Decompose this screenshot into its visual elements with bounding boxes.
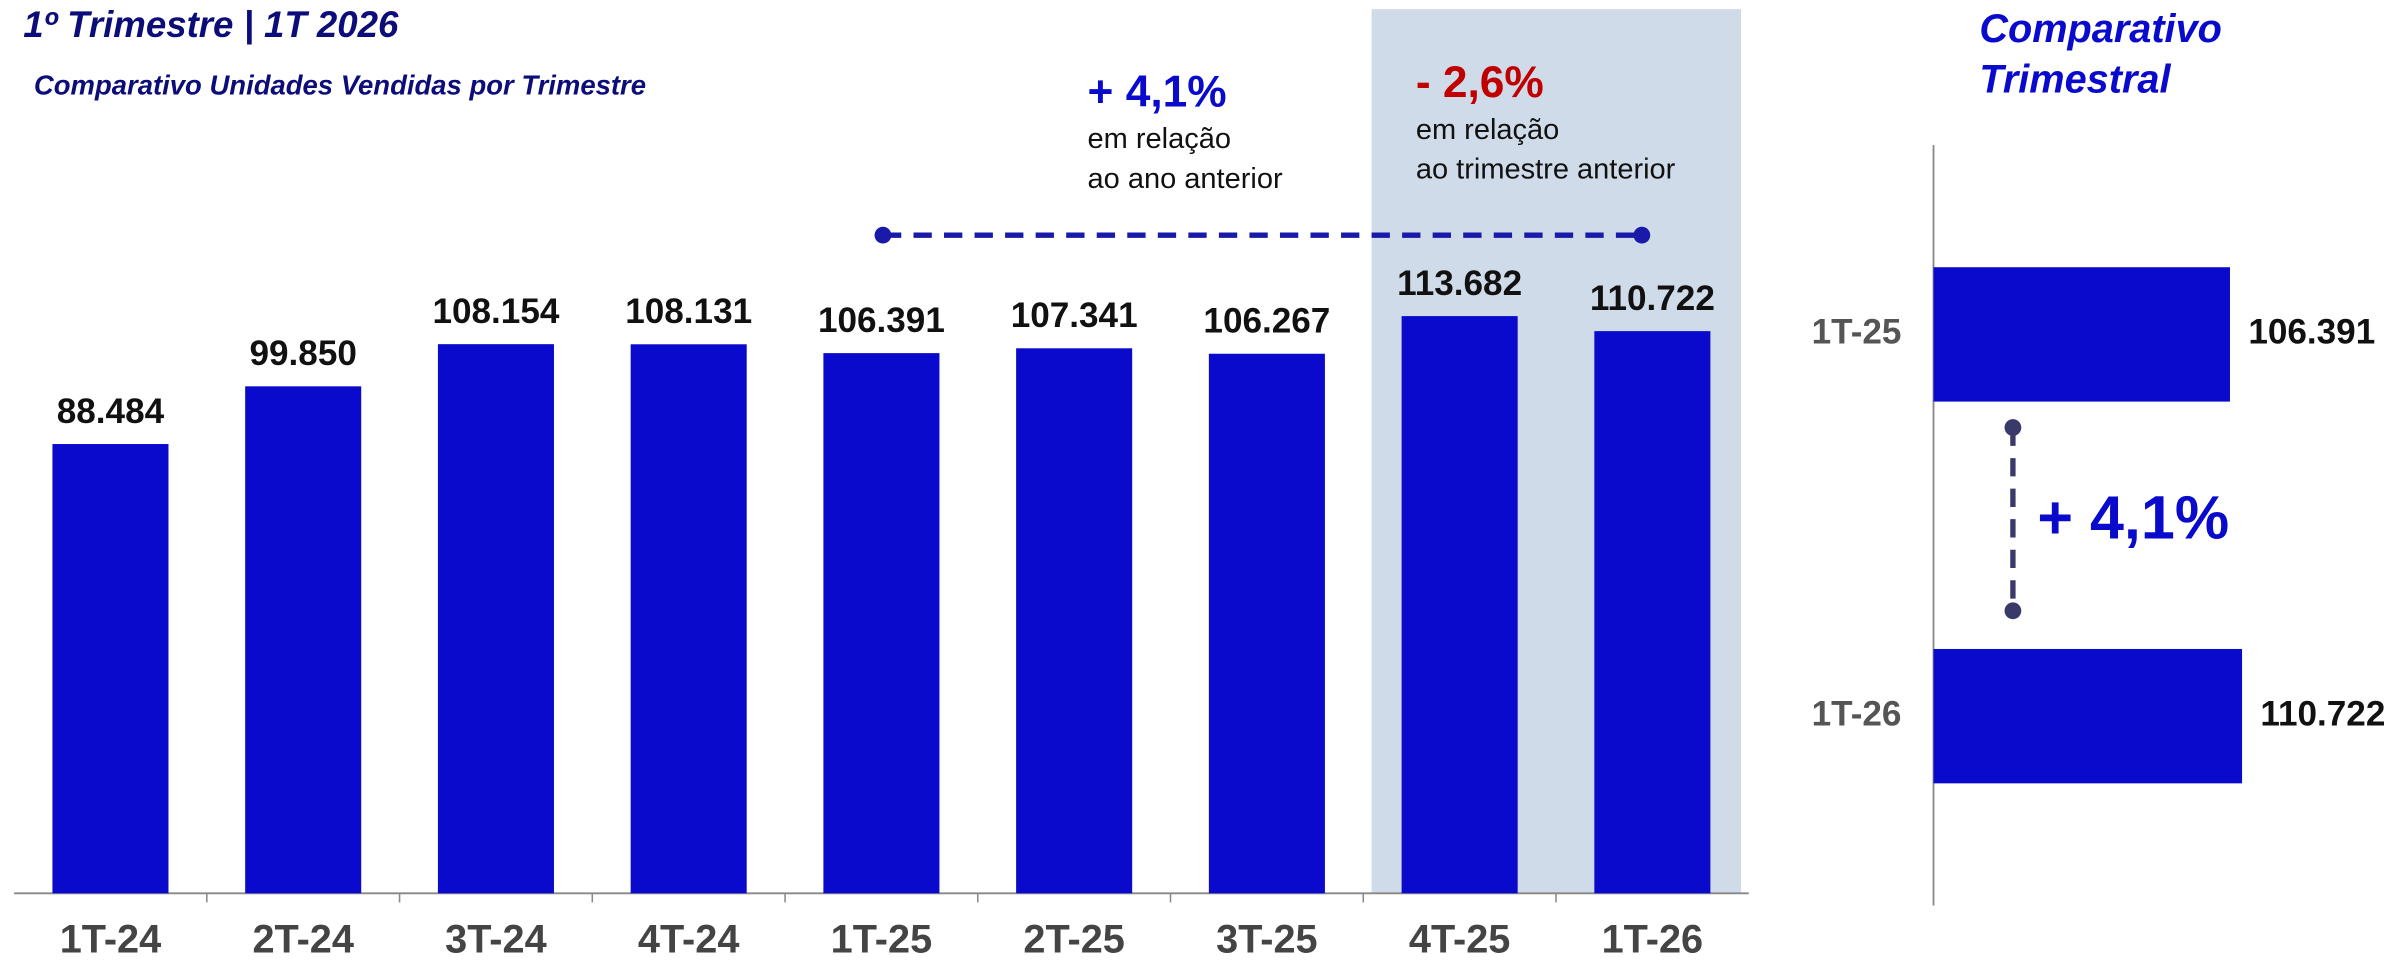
bar (52, 444, 169, 894)
annotation: + 4,1% (2037, 483, 2229, 551)
x-tick-label: 1T-24 (60, 918, 161, 962)
data-label: 106.391 (2248, 313, 2375, 352)
y-tick-label: 1T-25 (1812, 313, 1902, 352)
connector-dot (2004, 602, 2022, 620)
bar (823, 353, 940, 894)
data-label: 106.391 (818, 301, 945, 340)
annotation: - 2,6% (1416, 58, 1544, 107)
chart-title: 1º Trimestre | 1T 2026 (23, 4, 399, 45)
data-label: 113.682 (1397, 264, 1522, 303)
data-label: 99.850 (250, 334, 357, 373)
x-tick-label: 4T-25 (1409, 918, 1510, 962)
x-tick-label: 4T-24 (638, 918, 740, 962)
bar (630, 344, 747, 894)
bar (1208, 353, 1325, 894)
data-label: 110.722 (2260, 694, 2385, 733)
data-label: 107.341 (1011, 296, 1138, 335)
data-label: 108.154 (432, 292, 559, 331)
x-tick-label: 3T-24 (445, 918, 546, 962)
annotation: + 4,1% (1088, 67, 1227, 116)
connector-dot (2004, 419, 2022, 436)
data-label: 88.484 (57, 392, 165, 431)
annotation: em relação (1416, 114, 1559, 146)
bar (245, 386, 362, 894)
chart-subtitle: Comparativo Unidades Vendidas por Trimes… (34, 69, 646, 100)
annotation: ao ano anterior (1088, 163, 1283, 195)
annotation: ao trimestre anterior (1416, 154, 1676, 186)
bar (437, 344, 554, 894)
x-tick-label: 2T-25 (1023, 918, 1125, 962)
bar (1594, 331, 1711, 894)
annotation: em relação (1088, 123, 1231, 155)
data-label: 110.722 (1590, 279, 1715, 318)
x-tick-label: 1T-26 (1602, 918, 1704, 962)
data-label: 108.131 (625, 292, 752, 331)
data-label: 106.267 (1203, 301, 1330, 340)
bar (1016, 348, 1133, 894)
bar (1401, 316, 1518, 894)
connector-dot (1633, 226, 1651, 244)
chart-title: Comparativo Trimestral (1979, 8, 2222, 102)
connector-dot (874, 226, 892, 244)
bar (1933, 267, 2230, 402)
y-tick-label: 1T-26 (1812, 694, 1902, 733)
bar (1933, 648, 2243, 784)
x-tick-label: 3T-25 (1216, 918, 1318, 962)
x-tick-label: 1T-25 (831, 918, 933, 962)
x-tick-label: 2T-24 (252, 918, 353, 962)
